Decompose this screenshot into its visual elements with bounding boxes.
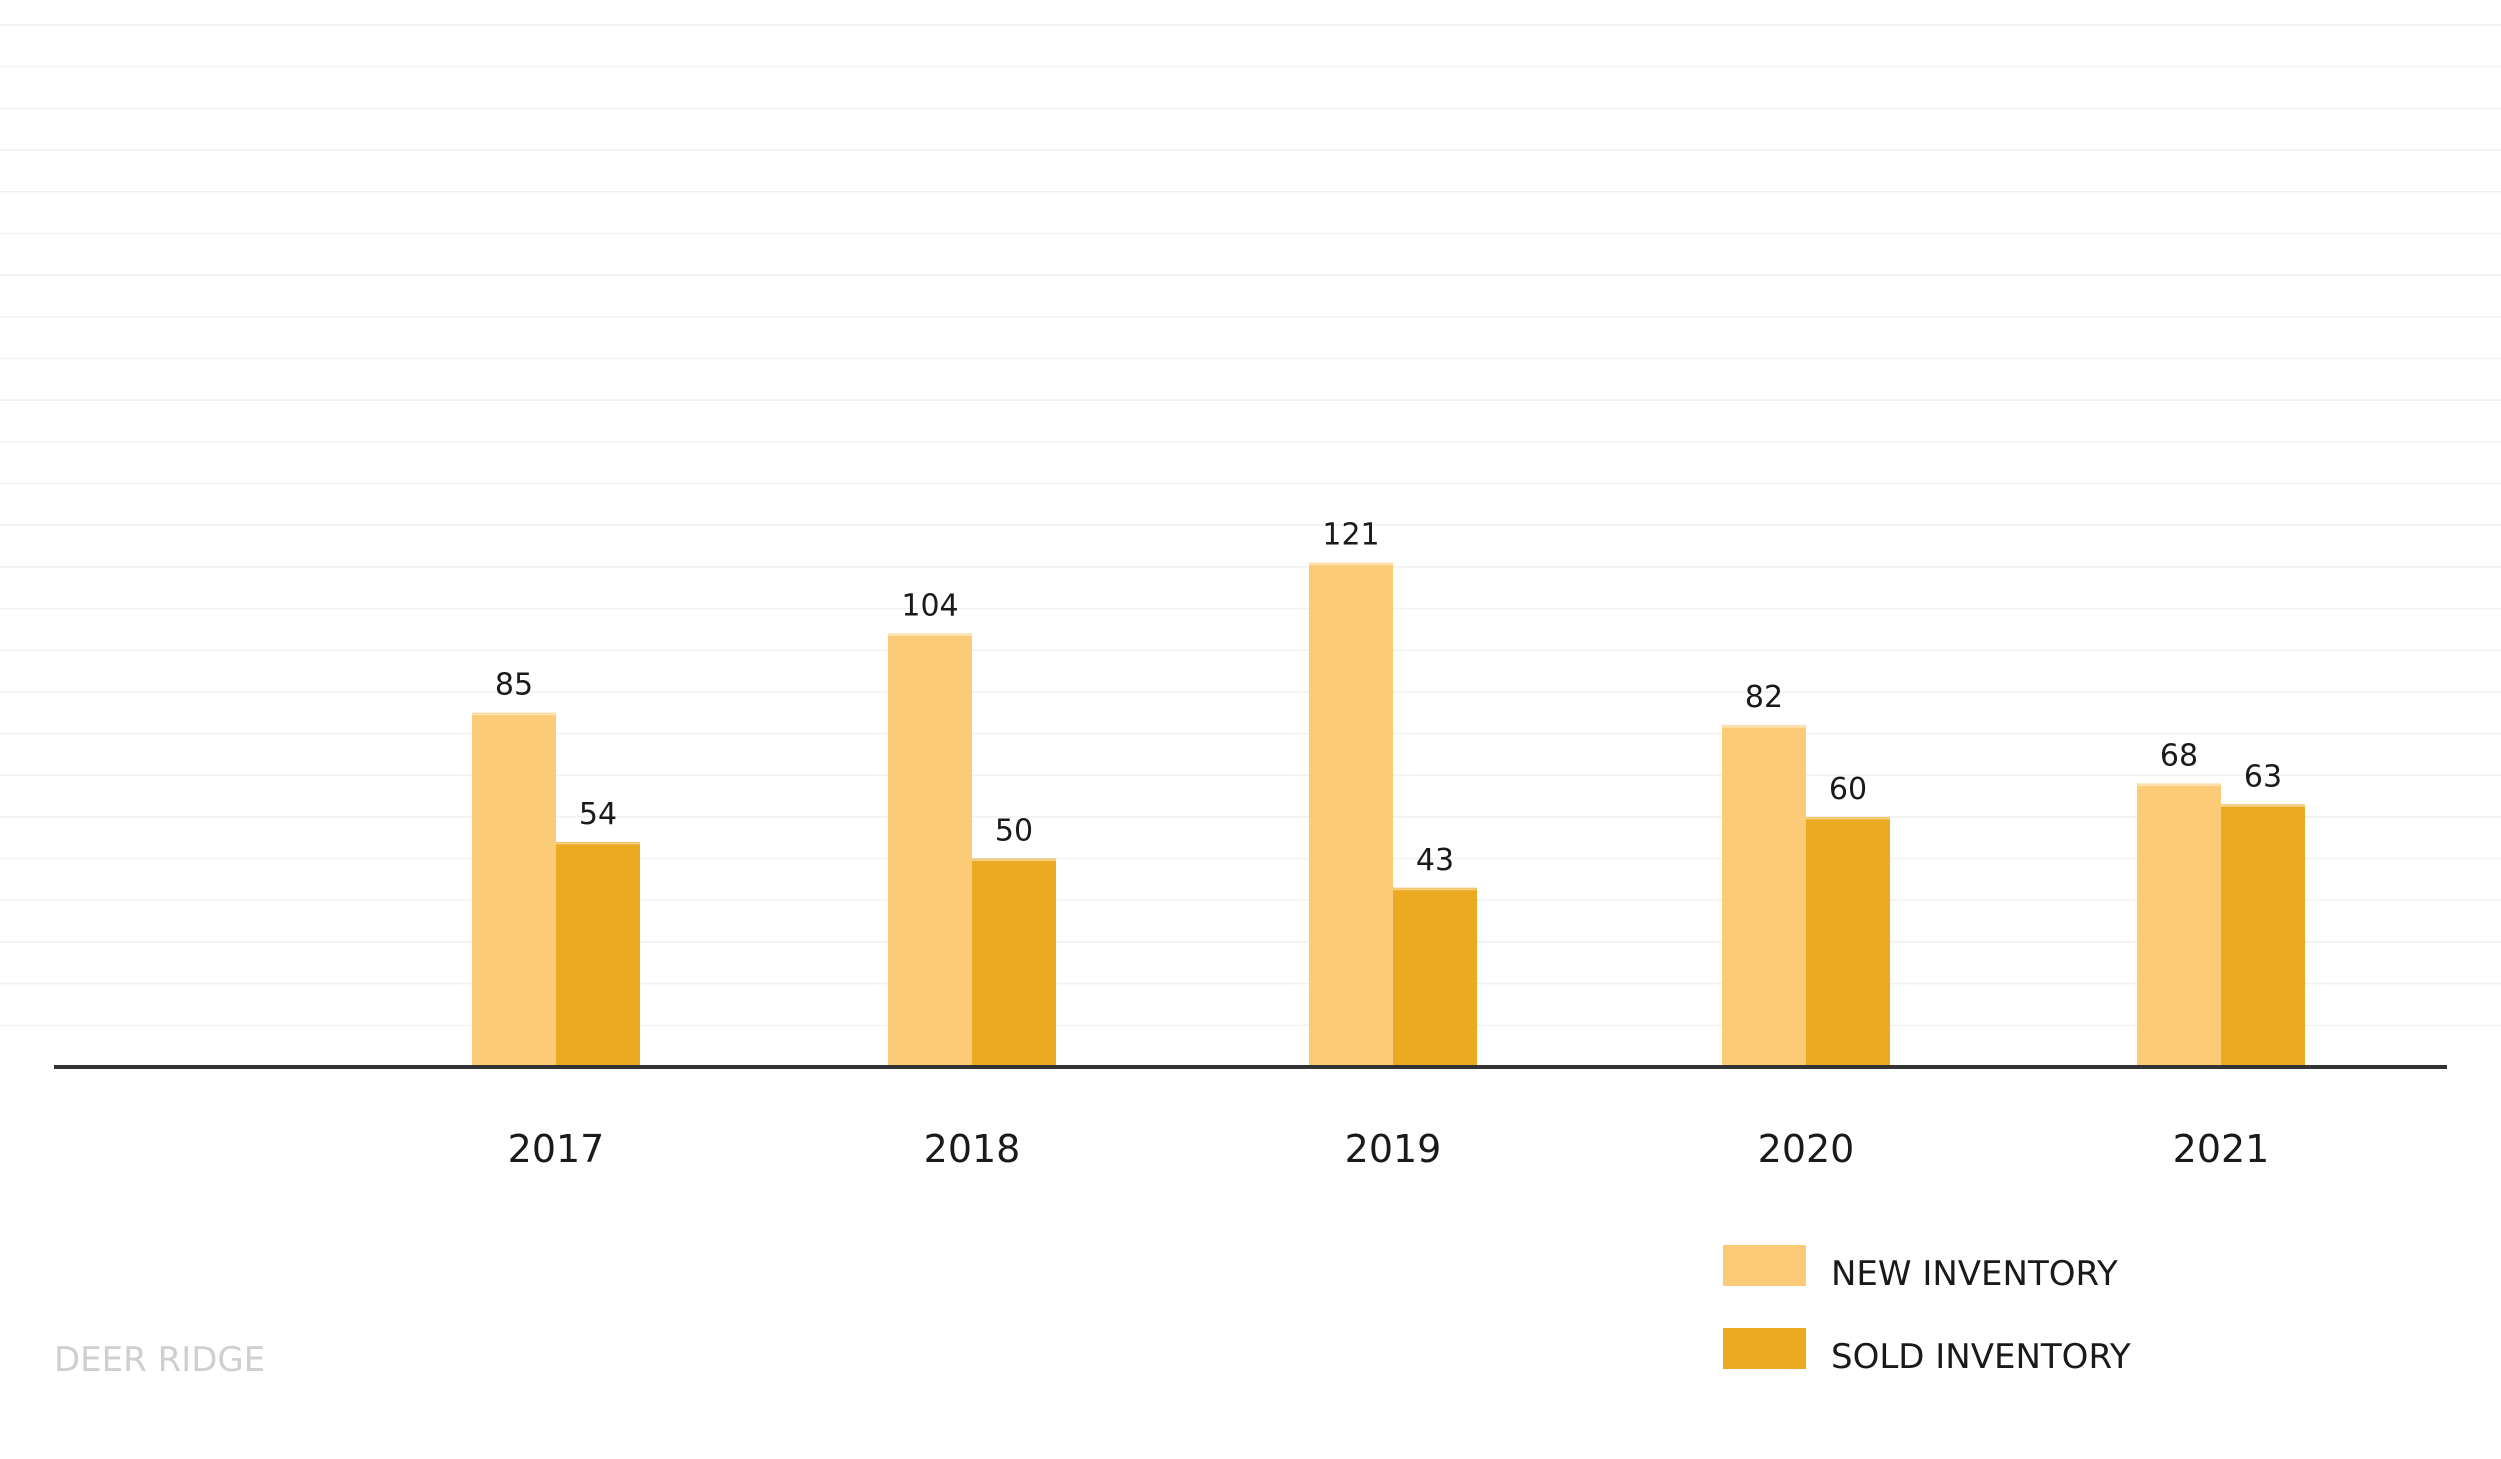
legend-label-sold: SOLD INVENTORY — [1831, 1337, 2131, 1377]
new-inventory-value-label-2021: 68 — [2160, 739, 2198, 774]
new-inventory-value-label-2018: 104 — [901, 589, 958, 624]
sold-inventory-value-label-2017: 54 — [579, 797, 617, 832]
sold-inventory-bar-2019 — [1393, 887, 1477, 1067]
legend: NEW INVENTORY SOLD INVENTORY — [1723, 1245, 2131, 1377]
new-inventory-bar-2017 — [472, 712, 556, 1067]
sold-inventory-value-label-2018: 50 — [995, 814, 1033, 849]
sold-inventory-bar-2018 — [972, 858, 1056, 1067]
x-tick-label-2017: 2017 — [508, 1127, 605, 1171]
watermark-text: DEER RIDGE — [54, 1340, 265, 1380]
x-tick-label-2018: 2018 — [924, 1127, 1021, 1171]
new-inventory-value-label-2017: 85 — [495, 668, 533, 703]
bars — [472, 562, 2305, 1067]
gridlines — [0, 24, 2501, 1027]
legend-label-new: NEW INVENTORY — [1831, 1254, 2118, 1294]
sold-inventory-value-label-2021: 63 — [2244, 759, 2282, 794]
sold-inventory-value-label-2019: 43 — [1416, 843, 1454, 878]
new-inventory-bar-2018 — [888, 633, 972, 1067]
x-tick-label-2019: 2019 — [1345, 1127, 1442, 1171]
new-inventory-bar-2019 — [1309, 562, 1393, 1067]
sold-inventory-value-label-2020: 60 — [1829, 772, 1867, 807]
new-inventory-value-label-2020: 82 — [1745, 680, 1783, 715]
x-tick-label-2021: 2021 — [2173, 1127, 2270, 1171]
legend-swatch-sold — [1723, 1328, 1806, 1369]
x-axis-tick-labels: 2017 2018 2019 2020 2021 — [508, 1127, 2270, 1171]
x-tick-label-2020: 2020 — [1758, 1127, 1855, 1171]
new-inventory-bar-2020 — [1722, 725, 1806, 1067]
new-inventory-value-label-2019: 121 — [1322, 518, 1379, 553]
data-labels: 85 54 104 50 121 43 82 60 68 63 — [495, 518, 2282, 878]
legend-swatch-new — [1723, 1245, 1806, 1286]
new-inventory-bar-2021 — [2137, 783, 2221, 1067]
sold-inventory-bar-2021 — [2221, 804, 2305, 1067]
sold-inventory-bar-2020 — [1806, 816, 1890, 1067]
sold-inventory-bar-2017 — [556, 841, 640, 1067]
